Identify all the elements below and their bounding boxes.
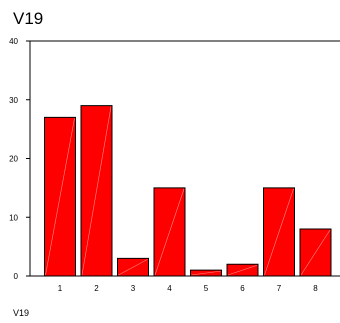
x-tick-label-4: 4 (167, 284, 172, 293)
x-ticks-group: 1 2 3 4 5 6 7 8 (58, 284, 319, 293)
bar-1-highlight (45, 118, 75, 276)
y-tick-label-10: 10 (9, 213, 18, 222)
y-tick-label-0: 0 (14, 272, 19, 281)
x-tick-label-1: 1 (58, 284, 63, 293)
y-tick-label-40: 40 (9, 37, 18, 46)
bar-7-highlight (264, 188, 294, 276)
bar-3-highlight (118, 259, 148, 276)
x-tick-label-3: 3 (131, 284, 136, 293)
chart-title: V19 (13, 9, 44, 28)
y-tick-label-30: 30 (9, 96, 18, 105)
x-tick-label-7: 7 (277, 284, 282, 293)
x-axis-label: V19 (13, 308, 30, 318)
bar-5-highlight (191, 270, 221, 276)
bar-6-highlight (227, 264, 258, 276)
x-tick-label-5: 5 (204, 284, 209, 293)
x-tick-label-6: 6 (240, 284, 245, 293)
x-tick-label-2: 2 (94, 284, 99, 293)
bars-group (44, 105, 332, 277)
x-tick-label-8: 8 (313, 284, 318, 293)
bar-2-highlight (81, 106, 112, 276)
y-ticks-group: 0 10 20 30 40 (9, 37, 30, 281)
bar-8-highlight (300, 229, 331, 276)
bar-4-highlight (154, 188, 185, 276)
y-tick-label-20: 20 (9, 155, 18, 164)
